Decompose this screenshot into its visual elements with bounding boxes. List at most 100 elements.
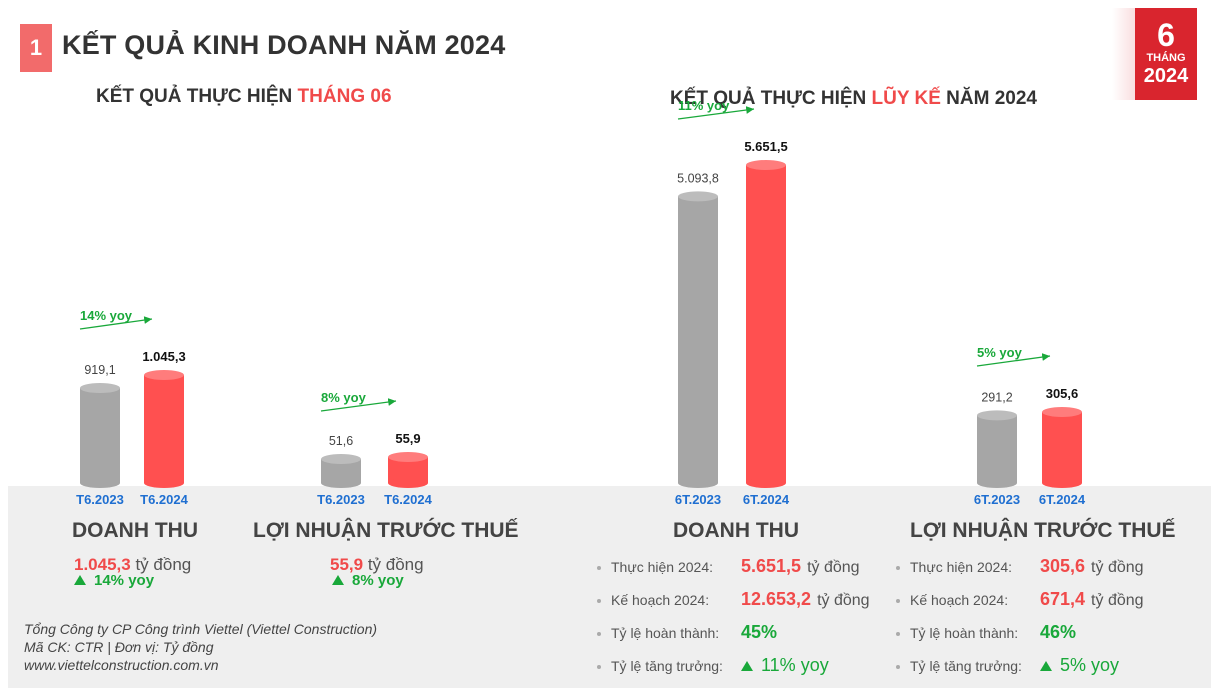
detail-label-text: Kế hoạch 2024: [910, 592, 1009, 608]
detail-label: Tỷ lệ hoàn thành: [597, 625, 719, 641]
detail-value: 12.653,2 tỷ đồng [741, 589, 870, 610]
category-label: T6.2023 [317, 492, 365, 507]
detail-label: Thực hiện 2024: [597, 559, 713, 575]
revenue-cumulative-title: DOANH THU [673, 519, 799, 542]
detail-label-text: Tỷ lệ hoàn thành: [910, 625, 1019, 641]
revenue-month-value: 1.045,3 tỷ đồng [74, 555, 191, 575]
value-unit: tỷ đồng [363, 555, 424, 574]
bar-base [678, 478, 718, 488]
profit-title: LỢI NHUẬN TRƯỚC THUẾ [253, 519, 519, 542]
section-title-suffix: NĂM 2024 [940, 88, 1037, 109]
up-triangle-icon [332, 575, 344, 585]
profit-month-value: 55,9 tỷ đồng [330, 555, 424, 575]
revenue-title: DOANH THU [72, 519, 198, 542]
detail-value: 305,6 tỷ đồng [1040, 556, 1144, 577]
bar-value-label: 51,6 [329, 434, 353, 448]
yoy-arrow [976, 353, 1051, 367]
yoy-arrow [320, 398, 397, 412]
bar-base [977, 478, 1017, 488]
category-label: T6.2023 [76, 492, 124, 507]
bullet-icon [597, 665, 601, 670]
yoy-label: 8% yoy [352, 572, 404, 589]
bar [144, 375, 184, 483]
detail-value-number: 12.653,2 [741, 589, 812, 609]
category-label: 6T.2023 [974, 492, 1020, 507]
bar-cap [388, 452, 428, 462]
detail-value: 45% [741, 622, 777, 643]
monthly-section-title: KẾT QUẢ THỰC HIỆN THÁNG 06 [96, 86, 392, 108]
bar-cap [746, 160, 786, 170]
yoy-annotation: 11% yoy [678, 98, 730, 113]
profit-cumulative-title: LỢI NHUẬN TRƯỚC THUẾ [910, 519, 1176, 542]
bar-value-label: 1.045,3 [142, 349, 185, 364]
category-label: 6T.2023 [675, 492, 721, 507]
bullet-icon [896, 632, 900, 637]
detail-label-text: Tỷ lệ hoàn thành: [611, 625, 720, 641]
section-title-highlight: LŨY KẾ [871, 88, 941, 109]
badge-year: 2024 [1143, 65, 1189, 87]
bar-value-label: 55,9 [395, 431, 420, 446]
section-title-highlight: THÁNG 06 [297, 86, 392, 107]
detail-label-text: Kế hoạch 2024: [611, 592, 710, 608]
detail-value-unit: tỷ đồng [817, 592, 870, 609]
detail-value-number: 305,6 [1040, 556, 1086, 576]
bar-cap [1042, 407, 1082, 417]
bar-cap [80, 383, 120, 394]
bar-value-label: 5.093,8 [677, 171, 719, 185]
detail-label: Tỷ lệ tăng trưởng: [896, 658, 1022, 674]
category-label: 6T.2024 [1039, 492, 1086, 507]
up-triangle-icon [1040, 661, 1052, 671]
detail-value-unit: tỷ đồng [1091, 592, 1144, 609]
detail-label: Kế hoạch 2024: [597, 592, 709, 608]
revenue-month-yoy: 14% yoy [74, 572, 154, 589]
yoy-arrow [79, 316, 153, 330]
profit-month-yoy: 8% yoy [332, 572, 404, 589]
bullet-icon [597, 632, 601, 637]
yoy-label: 14% yoy [94, 572, 155, 589]
detail-value-number: 5.651,5 [741, 556, 802, 576]
bullet-icon [896, 599, 900, 604]
company-name: Tổng Công ty CP Công trình Viettel (Viet… [24, 621, 378, 637]
bar-cap [321, 454, 361, 464]
detail-label-text: Tỷ lệ tăng trưởng: [910, 658, 1022, 674]
bullet-icon [896, 665, 900, 670]
yoy-annotation: 14% yoy [80, 308, 133, 323]
bar [746, 165, 786, 483]
page-title: KẾT QUẢ KINH DOANH NĂM 2024 [62, 30, 506, 60]
bullet-icon [896, 566, 900, 571]
detail-value: 5.651,5 tỷ đồng [741, 556, 860, 577]
category-label: T6.2024 [140, 492, 188, 507]
bar-base [1042, 478, 1082, 488]
bar-base [746, 478, 786, 488]
bar-cap [678, 191, 718, 202]
section-title-prefix: KẾT QUẢ THỰC HIỆN [670, 88, 872, 109]
detail-value-number: 45% [741, 622, 778, 642]
detail-label: Tỷ lệ hoàn thành: [896, 625, 1018, 641]
detail-label: Tỷ lệ tăng trưởng: [597, 658, 723, 674]
detail-value-unit: tỷ đồng [1091, 559, 1144, 576]
up-triangle-icon [74, 575, 86, 585]
value-unit: tỷ đồng [130, 555, 192, 574]
detail-value: 11% yoy [741, 655, 829, 676]
bar-value-label: 919,1 [84, 363, 115, 377]
bar-base [388, 478, 428, 488]
yoy-annotation: 5% yoy [977, 345, 1023, 360]
bar-value-label: 305,6 [1046, 386, 1079, 401]
bar-cap [144, 370, 184, 380]
website-url: www.viettelconstruction.com.vn [24, 657, 219, 673]
bar [678, 196, 718, 483]
bar-cap [977, 410, 1017, 421]
detail-label-text: Thực hiện 2024: [611, 559, 713, 575]
bottom-panel [8, 486, 1211, 688]
category-label: T6.2024 [384, 492, 432, 507]
badge-number: 6 [1157, 17, 1175, 53]
detail-value-number: 5% yoy [1060, 655, 1120, 675]
badge-ribbon [1112, 8, 1135, 100]
detail-value-unit: tỷ đồng [807, 559, 860, 576]
detail-value: 5% yoy [1040, 655, 1119, 676]
bar-value-label: 291,2 [981, 390, 1012, 404]
bullet-icon [597, 566, 601, 571]
detail-value-number: 671,4 [1040, 589, 1086, 609]
bullet-icon [597, 599, 601, 604]
